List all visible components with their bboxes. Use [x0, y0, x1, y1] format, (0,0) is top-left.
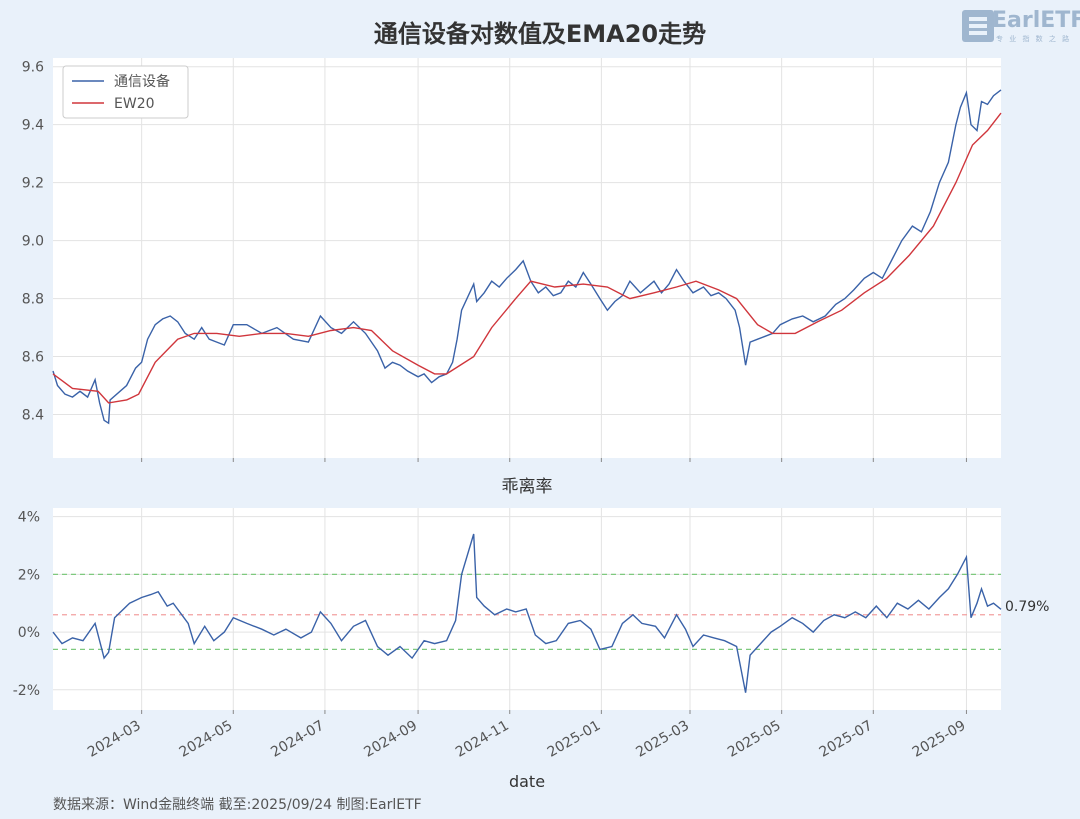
logo-icon: [962, 10, 994, 42]
legend-label-ema: EW20: [114, 96, 155, 112]
x-ticks: 2024-03 2024-05 2024-07 2024-09 2024-11 2025-…: [85, 718, 968, 761]
x-tick-label: 2024-11: [453, 718, 512, 761]
price-panel: 8.4 8.6 8.8 9.0 9.2 9.4 9.6 通信设备 EW20: [22, 58, 1002, 462]
price-y-ticks: 8.4 8.6 8.8 9.0 9.2 9.4 9.6: [22, 60, 44, 424]
price-grid: [53, 58, 1001, 462]
earletf-logo: EarlETF 专 业 指 数 之 路: [962, 8, 1080, 44]
y-tick-label: 9.0: [22, 234, 44, 250]
x-tick-label: 2024-03: [85, 718, 144, 761]
bias-y-ticks: -2% 0% 2% 4%: [13, 510, 40, 699]
y-tick-label: -2%: [13, 683, 40, 699]
y-tick-label: 9.6: [22, 60, 44, 76]
x-tick-label: 2024-05: [177, 718, 236, 761]
bias-panel: -2%0%2%4% 2024-03 2024-05 2024-07 2024-09 20…: [13, 508, 1049, 761]
series-line-index: [52, 89, 1002, 425]
legend-box: [62, 65, 189, 119]
y-tick-label: 2%: [18, 567, 40, 583]
y-tick-label: 8.8: [22, 292, 44, 308]
x-axis-label: date: [509, 772, 545, 791]
price-plot-area: [53, 58, 1001, 458]
logo-subtext: 专 业 指 数 之 路: [996, 35, 1072, 43]
y-tick-label: 4%: [18, 510, 40, 526]
x-tick-label: 2025-01: [545, 718, 604, 761]
x-tick-label: 2025-05: [725, 718, 784, 761]
legend: 通信设备 EW20: [62, 65, 189, 119]
bias-line: [52, 533, 1002, 693]
x-tick-label: 2025-09: [910, 718, 969, 761]
price-lines: [52, 89, 1002, 425]
bias-series-line: [52, 533, 1002, 693]
x-tick-label: 2025-03: [633, 718, 692, 761]
bias-plot-area: [53, 508, 1001, 710]
subplot-title: 乖离率: [502, 477, 553, 497]
last-value-label: 0.79%: [1005, 599, 1049, 615]
legend-label-series: 通信设备: [114, 73, 170, 90]
y-tick-label: 8.6: [22, 350, 44, 366]
y-tick-label: 9.4: [22, 118, 44, 134]
logo-text: EarlETF: [992, 8, 1080, 33]
y-tick-label: 9.2: [22, 176, 44, 192]
series-line-ema: [52, 112, 1002, 404]
y-tick-label: 8.4: [22, 408, 44, 424]
source-note: 数据来源：Wind金融终端 截至:2025/09/24 制图:EarlETF: [53, 797, 422, 813]
x-tick-label: 2025-07: [817, 718, 876, 761]
x-tick-label: 2024-07: [268, 718, 327, 761]
x-tick-label: 2024-09: [361, 718, 420, 761]
y-tick-label: 0%: [18, 625, 40, 641]
chart-title: 通信设备对数值及EMA20走势: [373, 20, 707, 48]
